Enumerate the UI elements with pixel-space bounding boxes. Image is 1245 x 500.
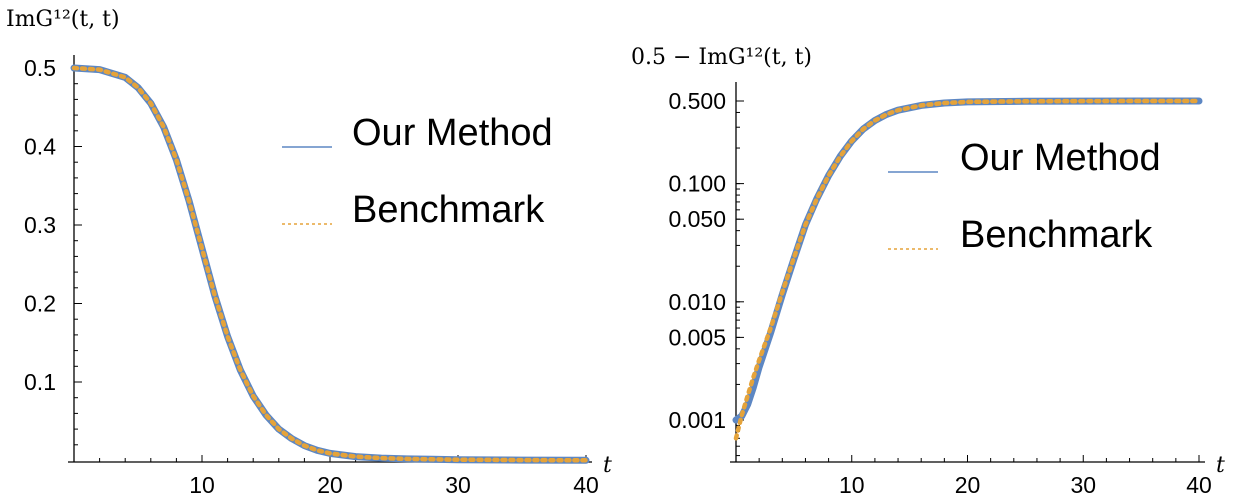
y-tick-label: 0.4 — [24, 134, 56, 160]
y-axis-title: ImG¹²(t, t) — [6, 7, 120, 32]
y-tick-label: 0.1 — [24, 369, 56, 395]
legend-label: Benchmark — [352, 189, 545, 231]
y-tick-label: 0.050 — [668, 206, 726, 232]
y-tick-label: 0.001 — [668, 407, 726, 433]
y-tick-label: 0.3 — [24, 212, 56, 238]
x-tick-label: 30 — [445, 472, 471, 498]
legend-label: Our Method — [352, 112, 553, 154]
legend-label: Our Method — [960, 137, 1161, 179]
left-chart: 10 20 30 40 0.1 0.2 0.3 0.4 0.5 ImG¹²(t, t) t Our M… — [6, 7, 612, 498]
y-tick-label: 0.500 — [668, 88, 726, 114]
x-axis-title: t — [1216, 453, 1225, 478]
x-tick-label: 10 — [189, 472, 215, 498]
right-chart: 10 20 30 40 0.001 0.005 0.010 0.050 0.100 0.500 0.… — [631, 45, 1225, 498]
x-tick-label: 40 — [573, 472, 599, 498]
series-line-benchmark — [733, 98, 1202, 441]
y-axis-title: 0.5 − ImG¹²(t, t) — [631, 45, 812, 70]
y-tick-label: 0.100 — [668, 171, 726, 197]
x-axis-title: t — [603, 453, 612, 478]
y-tick-label: 0.2 — [24, 291, 56, 317]
x-tick-label: 20 — [955, 472, 981, 498]
x-tick-label: 20 — [317, 472, 343, 498]
x-tick-label: 30 — [1070, 472, 1096, 498]
legend-label: Benchmark — [960, 214, 1153, 256]
y-tick-label: 0.005 — [668, 324, 726, 350]
y-tick-label: 0.5 — [24, 55, 56, 81]
x-tick-label: 10 — [839, 472, 865, 498]
x-tick-label: 40 — [1186, 472, 1212, 498]
series-line-benchmark — [71, 65, 589, 463]
legend: Our Method Benchmark — [282, 112, 553, 231]
legend: Our Method Benchmark — [888, 137, 1161, 256]
y-tick-label: 0.010 — [668, 289, 726, 315]
